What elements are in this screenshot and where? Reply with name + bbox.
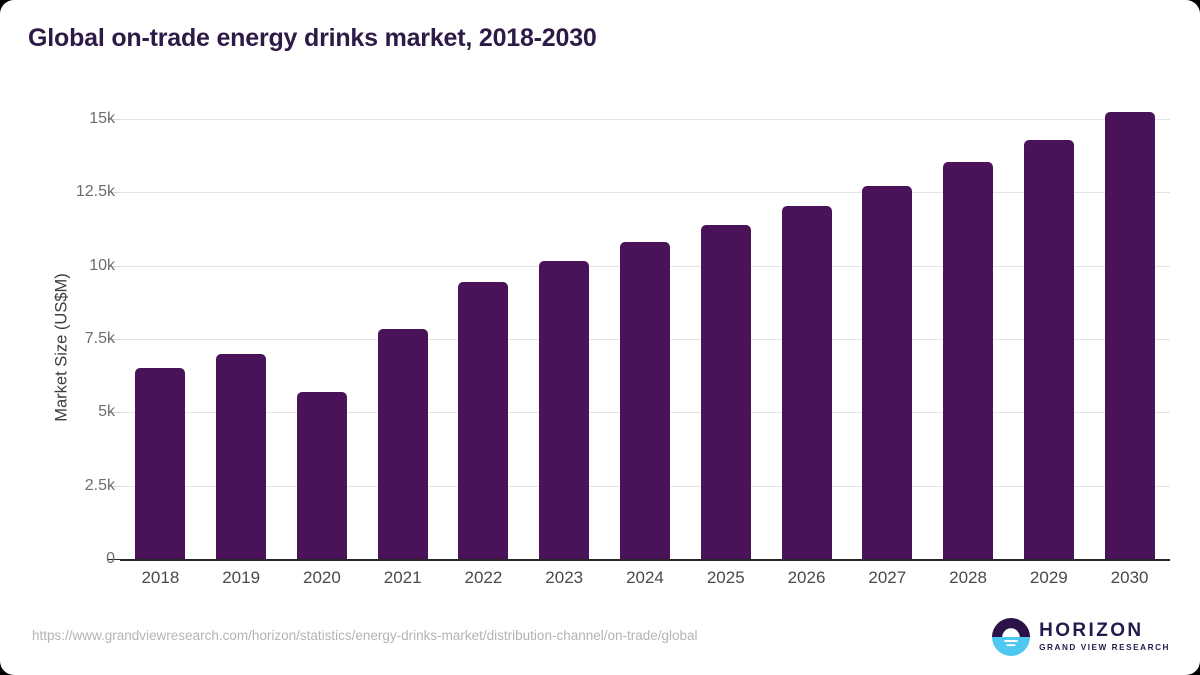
y-tick-label: 7.5k <box>84 330 115 347</box>
bar-group: 2024 <box>605 0 686 587</box>
y-tick-mark <box>108 265 120 267</box>
source-url[interactable]: https://www.grandviewresearch.com/horizo… <box>32 628 698 643</box>
bar[interactable] <box>1023 139 1074 559</box>
bar[interactable] <box>296 392 347 559</box>
y-tick-mark <box>108 339 120 340</box>
bar-group: 2029 <box>1008 0 1089 587</box>
y-tick-label: 0 <box>106 550 115 567</box>
y-tick-mark <box>108 485 120 487</box>
y-tick-mark <box>108 412 120 414</box>
page-title: Global on-trade energy drinks market, 20… <box>28 24 597 52</box>
y-tick-label: 12.5k <box>75 183 115 201</box>
bar[interactable] <box>700 224 751 559</box>
bars-layer: 2018 2019 2020 2021 2022 2023 2024 2025 2026 2027… <box>120 0 1170 587</box>
gridline <box>120 192 1170 194</box>
x-tick-label: 2029 <box>1029 568 1068 587</box>
x-axis-baseline <box>120 559 1170 561</box>
bar-group: 2025 <box>685 0 766 587</box>
bar[interactable] <box>862 186 913 559</box>
bar-group: 2018 <box>120 0 201 587</box>
x-tick-label: 2020 <box>302 568 341 587</box>
x-tick-label: 2024 <box>626 568 664 587</box>
bar[interactable] <box>135 368 186 559</box>
y-tick-mark <box>108 192 120 194</box>
bar-group: 2030 <box>1089 0 1170 587</box>
x-tick-label: 2019 <box>222 568 261 587</box>
bar-group: 2019 <box>201 0 282 587</box>
bar[interactable] <box>539 261 590 559</box>
plot-area: Market Size (US$M) 0 2.5k 5k 7.5k 10k 12.5k 15… <box>53 0 1170 587</box>
y-tick-label: 5k <box>98 403 115 421</box>
logo-name: HORIZON <box>1039 620 1144 642</box>
y-tick-mark <box>108 119 120 120</box>
bar-group: 2022 <box>443 0 524 587</box>
bar-group: 2020 <box>282 0 363 587</box>
bar[interactable] <box>943 161 994 559</box>
logo-tagline: GRAND VIEW RESEARCH <box>1039 643 1170 653</box>
y-tick-label: 15k <box>89 110 115 127</box>
y-tick-label: 10k <box>89 256 115 274</box>
logo-text-block: HORIZON GRAND VIEW RESEARCH <box>1039 621 1170 652</box>
x-tick-label: 2028 <box>949 568 987 587</box>
x-tick-label: 2021 <box>383 568 422 587</box>
bar[interactable] <box>377 328 428 559</box>
bar[interactable] <box>216 354 267 559</box>
y-tick-label: 2.5k <box>84 476 115 494</box>
bar-group: 2023 <box>524 0 605 587</box>
bar[interactable] <box>458 281 509 559</box>
bar-group: 2027 <box>847 0 928 587</box>
gridline <box>120 119 1170 120</box>
bar-group: 2021 <box>362 0 443 587</box>
bar[interactable] <box>1104 111 1155 559</box>
bar[interactable] <box>619 242 670 559</box>
x-tick-label: 2018 <box>141 568 180 587</box>
x-tick-label: 2025 <box>706 568 745 587</box>
horizon-sun-icon <box>992 618 1031 656</box>
x-tick-label: 2022 <box>464 568 503 587</box>
x-tick-label: 2023 <box>545 568 584 587</box>
x-tick-label: 2026 <box>787 568 826 587</box>
x-tick-label: 2027 <box>868 568 907 587</box>
horizon-logo: HORIZON GRAND VIEW RESEARCH <box>992 618 1170 656</box>
bar-group: 2026 <box>766 0 847 587</box>
bar[interactable] <box>781 205 832 559</box>
bar-group: 2028 <box>928 0 1009 587</box>
y-tick-mark <box>108 559 120 560</box>
x-tick-label: 2030 <box>1110 568 1149 587</box>
